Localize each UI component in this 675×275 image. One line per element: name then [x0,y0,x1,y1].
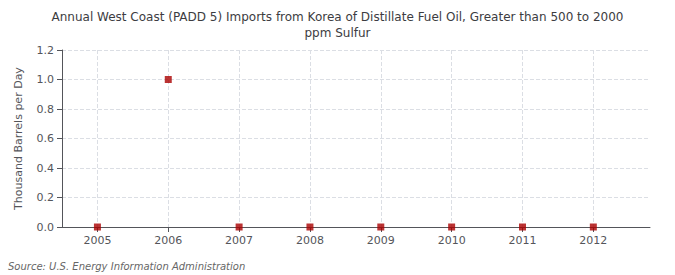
svg-text:2012: 2012 [579,234,607,247]
svg-text:0.2: 0.2 [37,191,55,204]
svg-text:0.0: 0.0 [37,221,55,234]
svg-text:2005: 2005 [83,234,111,247]
svg-text:Thousand Barrels per Day: Thousand Barrels per Day [12,67,25,211]
svg-text:2011: 2011 [508,234,536,247]
svg-text:2009: 2009 [367,234,395,247]
svg-text:Source: U.S. Energy Informatio: Source: U.S. Energy Information Administ… [8,261,245,272]
svg-text:0.6: 0.6 [37,132,55,145]
svg-text:2008: 2008 [296,234,324,247]
svg-text:Annual West Coast (PADD 5) Imp: Annual West Coast (PADD 5) Imports from … [52,10,624,24]
svg-text:2006: 2006 [154,234,182,247]
svg-text:1.0: 1.0 [37,73,55,86]
svg-text:2010: 2010 [438,234,466,247]
svg-text:0.4: 0.4 [37,162,55,175]
svg-text:ppm Sulfur: ppm Sulfur [304,26,370,40]
svg-text:0.8: 0.8 [37,103,55,116]
svg-text:2007: 2007 [225,234,253,247]
svg-text:1.2: 1.2 [37,44,55,57]
